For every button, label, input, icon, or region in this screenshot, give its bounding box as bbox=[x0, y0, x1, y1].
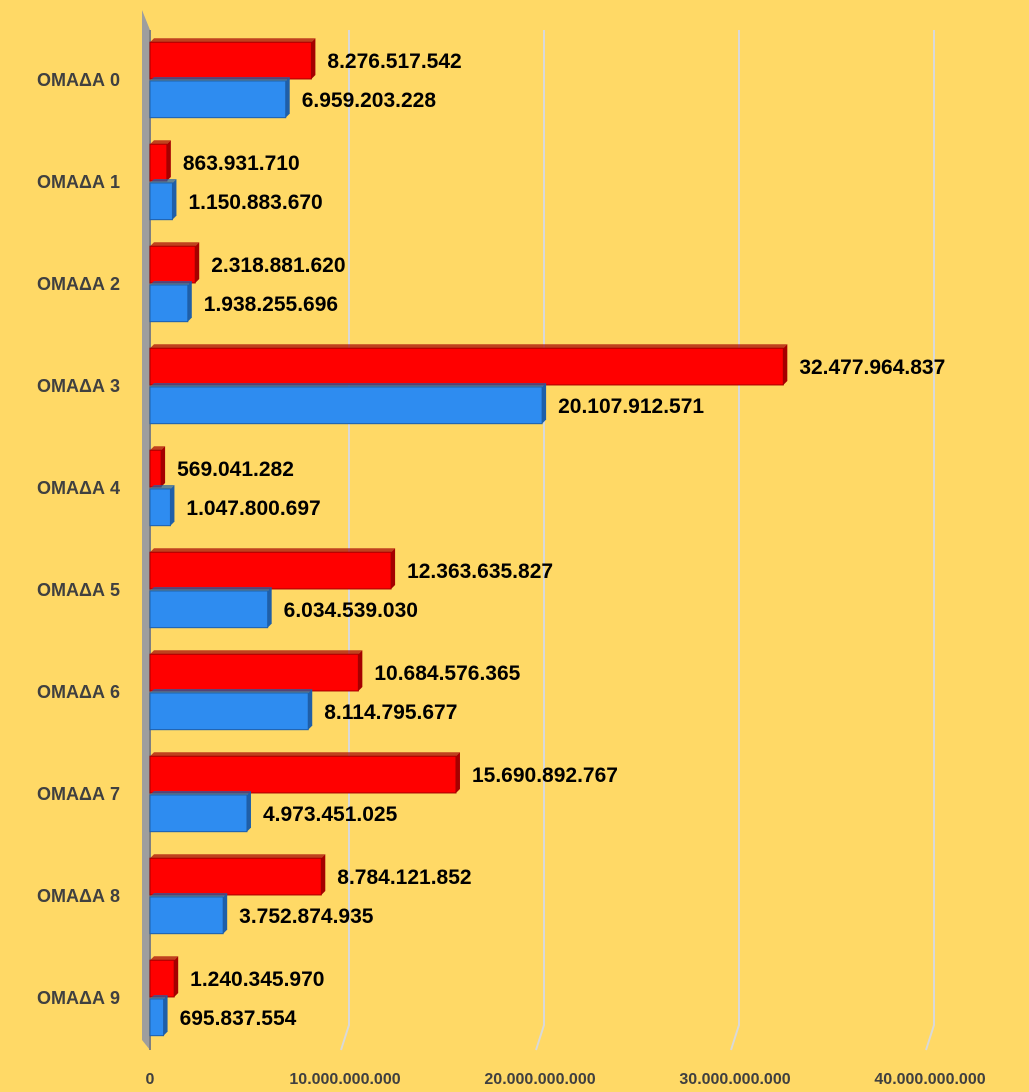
bar-top bbox=[150, 956, 179, 961]
x-tick-label: 20.000.000.000 bbox=[484, 1071, 595, 1088]
data-label: 569.041.282 bbox=[177, 458, 294, 481]
bar-top bbox=[150, 446, 166, 451]
bar bbox=[149, 857, 322, 896]
grid-line bbox=[925, 30, 935, 1051]
y-tick-label: ΟΜΑΔΑ 6 bbox=[37, 682, 120, 702]
bar-top bbox=[150, 892, 228, 897]
y-tick-label: ΟΜΑΔΑ 5 bbox=[37, 580, 120, 600]
data-label: 32.477.964.837 bbox=[799, 356, 945, 379]
bar-top bbox=[150, 140, 171, 145]
bar-depth bbox=[455, 752, 460, 793]
bar-top bbox=[150, 344, 788, 349]
bar-top bbox=[150, 650, 363, 655]
bar bbox=[149, 143, 168, 182]
bar bbox=[149, 347, 784, 386]
bar bbox=[149, 449, 162, 488]
data-label: 4.973.451.025 bbox=[263, 803, 398, 826]
bar-depth bbox=[311, 38, 316, 79]
bar-top bbox=[150, 688, 313, 693]
bar-top bbox=[150, 790, 251, 795]
bar-depth bbox=[161, 446, 166, 487]
bar bbox=[149, 41, 312, 80]
y-tick-label: ΟΜΑΔΑ 9 bbox=[37, 988, 120, 1008]
bar-top bbox=[150, 484, 175, 489]
bar-top bbox=[150, 382, 547, 387]
data-label: 6.959.203.228 bbox=[302, 89, 437, 112]
data-label: 15.690.892.767 bbox=[472, 764, 618, 787]
data-label: 8.784.121.852 bbox=[337, 866, 471, 889]
bar-depth bbox=[783, 344, 788, 385]
data-label: 8.276.517.542 bbox=[327, 50, 461, 73]
x-tick-label: 0 bbox=[146, 1071, 155, 1088]
bar-depth bbox=[267, 586, 272, 628]
data-label: 1.150.883.670 bbox=[188, 191, 322, 214]
data-label: 1.047.800.697 bbox=[186, 497, 320, 520]
bar bbox=[149, 80, 287, 119]
bar bbox=[149, 794, 248, 833]
data-label: 20.107.912.571 bbox=[558, 395, 704, 418]
y-tick-label: ΟΜΑΔΑ 1 bbox=[37, 172, 120, 192]
data-label: 8.114.795.677 bbox=[324, 701, 457, 724]
bar bbox=[149, 896, 224, 935]
bar-top bbox=[150, 38, 316, 43]
bar bbox=[149, 182, 173, 221]
bar-top bbox=[150, 752, 460, 757]
bar-top bbox=[150, 586, 272, 591]
bar bbox=[149, 755, 457, 794]
y-tick-label: ΟΜΑΔΑ 2 bbox=[37, 274, 120, 294]
bar bbox=[149, 386, 543, 425]
bar-depth bbox=[170, 484, 175, 526]
bar-depth bbox=[174, 956, 179, 997]
bar bbox=[149, 551, 392, 590]
bar-depth bbox=[246, 790, 251, 832]
data-label: 12.363.635.827 bbox=[407, 560, 553, 583]
bar-depth bbox=[195, 242, 200, 283]
data-label: 1.240.345.970 bbox=[190, 968, 324, 991]
x-tick-label: 30.000.000.000 bbox=[679, 1071, 790, 1088]
y-tick-label: ΟΜΑΔΑ 7 bbox=[37, 784, 120, 804]
axis-wall bbox=[142, 10, 150, 1050]
bar bbox=[149, 959, 175, 998]
bar-depth bbox=[285, 76, 290, 118]
bar-depth bbox=[391, 548, 396, 589]
bar-depth bbox=[358, 650, 363, 691]
bar-depth bbox=[223, 892, 228, 934]
bar bbox=[149, 284, 189, 323]
bar-depth bbox=[166, 140, 171, 181]
bar-depth bbox=[308, 688, 313, 730]
data-label: 695.837.554 bbox=[180, 1007, 297, 1030]
data-label: 10.684.576.365 bbox=[374, 662, 520, 685]
y-tick-label: ΟΜΑΔΑ 8 bbox=[37, 886, 120, 906]
bar-top bbox=[150, 76, 290, 81]
bar-depth bbox=[321, 854, 326, 895]
y-tick-label: ΟΜΑΔΑ 4 bbox=[37, 478, 120, 498]
bar-top bbox=[150, 280, 192, 285]
bar-top bbox=[150, 242, 200, 247]
data-label: 3.752.874.935 bbox=[239, 905, 374, 928]
bar bbox=[149, 692, 309, 731]
bar-top bbox=[150, 994, 168, 999]
data-label: 2.318.881.620 bbox=[211, 254, 345, 277]
bar-top bbox=[150, 854, 326, 859]
data-label: 6.034.539.030 bbox=[284, 599, 418, 622]
bar bbox=[149, 653, 359, 692]
bar-top bbox=[150, 178, 177, 183]
y-tick-label: ΟΜΑΔΑ 3 bbox=[37, 376, 120, 396]
data-label: 863.931.710 bbox=[183, 152, 300, 175]
bar-depth bbox=[172, 178, 177, 220]
y-tick-label: ΟΜΑΔΑ 0 bbox=[37, 70, 120, 90]
data-label: 1.938.255.696 bbox=[204, 293, 338, 316]
bar-top bbox=[150, 548, 396, 553]
bar-depth bbox=[542, 382, 547, 424]
x-tick-label: 10.000.000.000 bbox=[289, 1071, 400, 1088]
bar bbox=[149, 245, 196, 284]
bar-depth bbox=[187, 280, 192, 322]
bar bbox=[149, 488, 171, 527]
x-tick-label: 40.000.000.000 bbox=[874, 1071, 985, 1088]
bar bbox=[149, 998, 165, 1037]
bar-depth bbox=[163, 994, 168, 1036]
bar bbox=[149, 590, 269, 629]
